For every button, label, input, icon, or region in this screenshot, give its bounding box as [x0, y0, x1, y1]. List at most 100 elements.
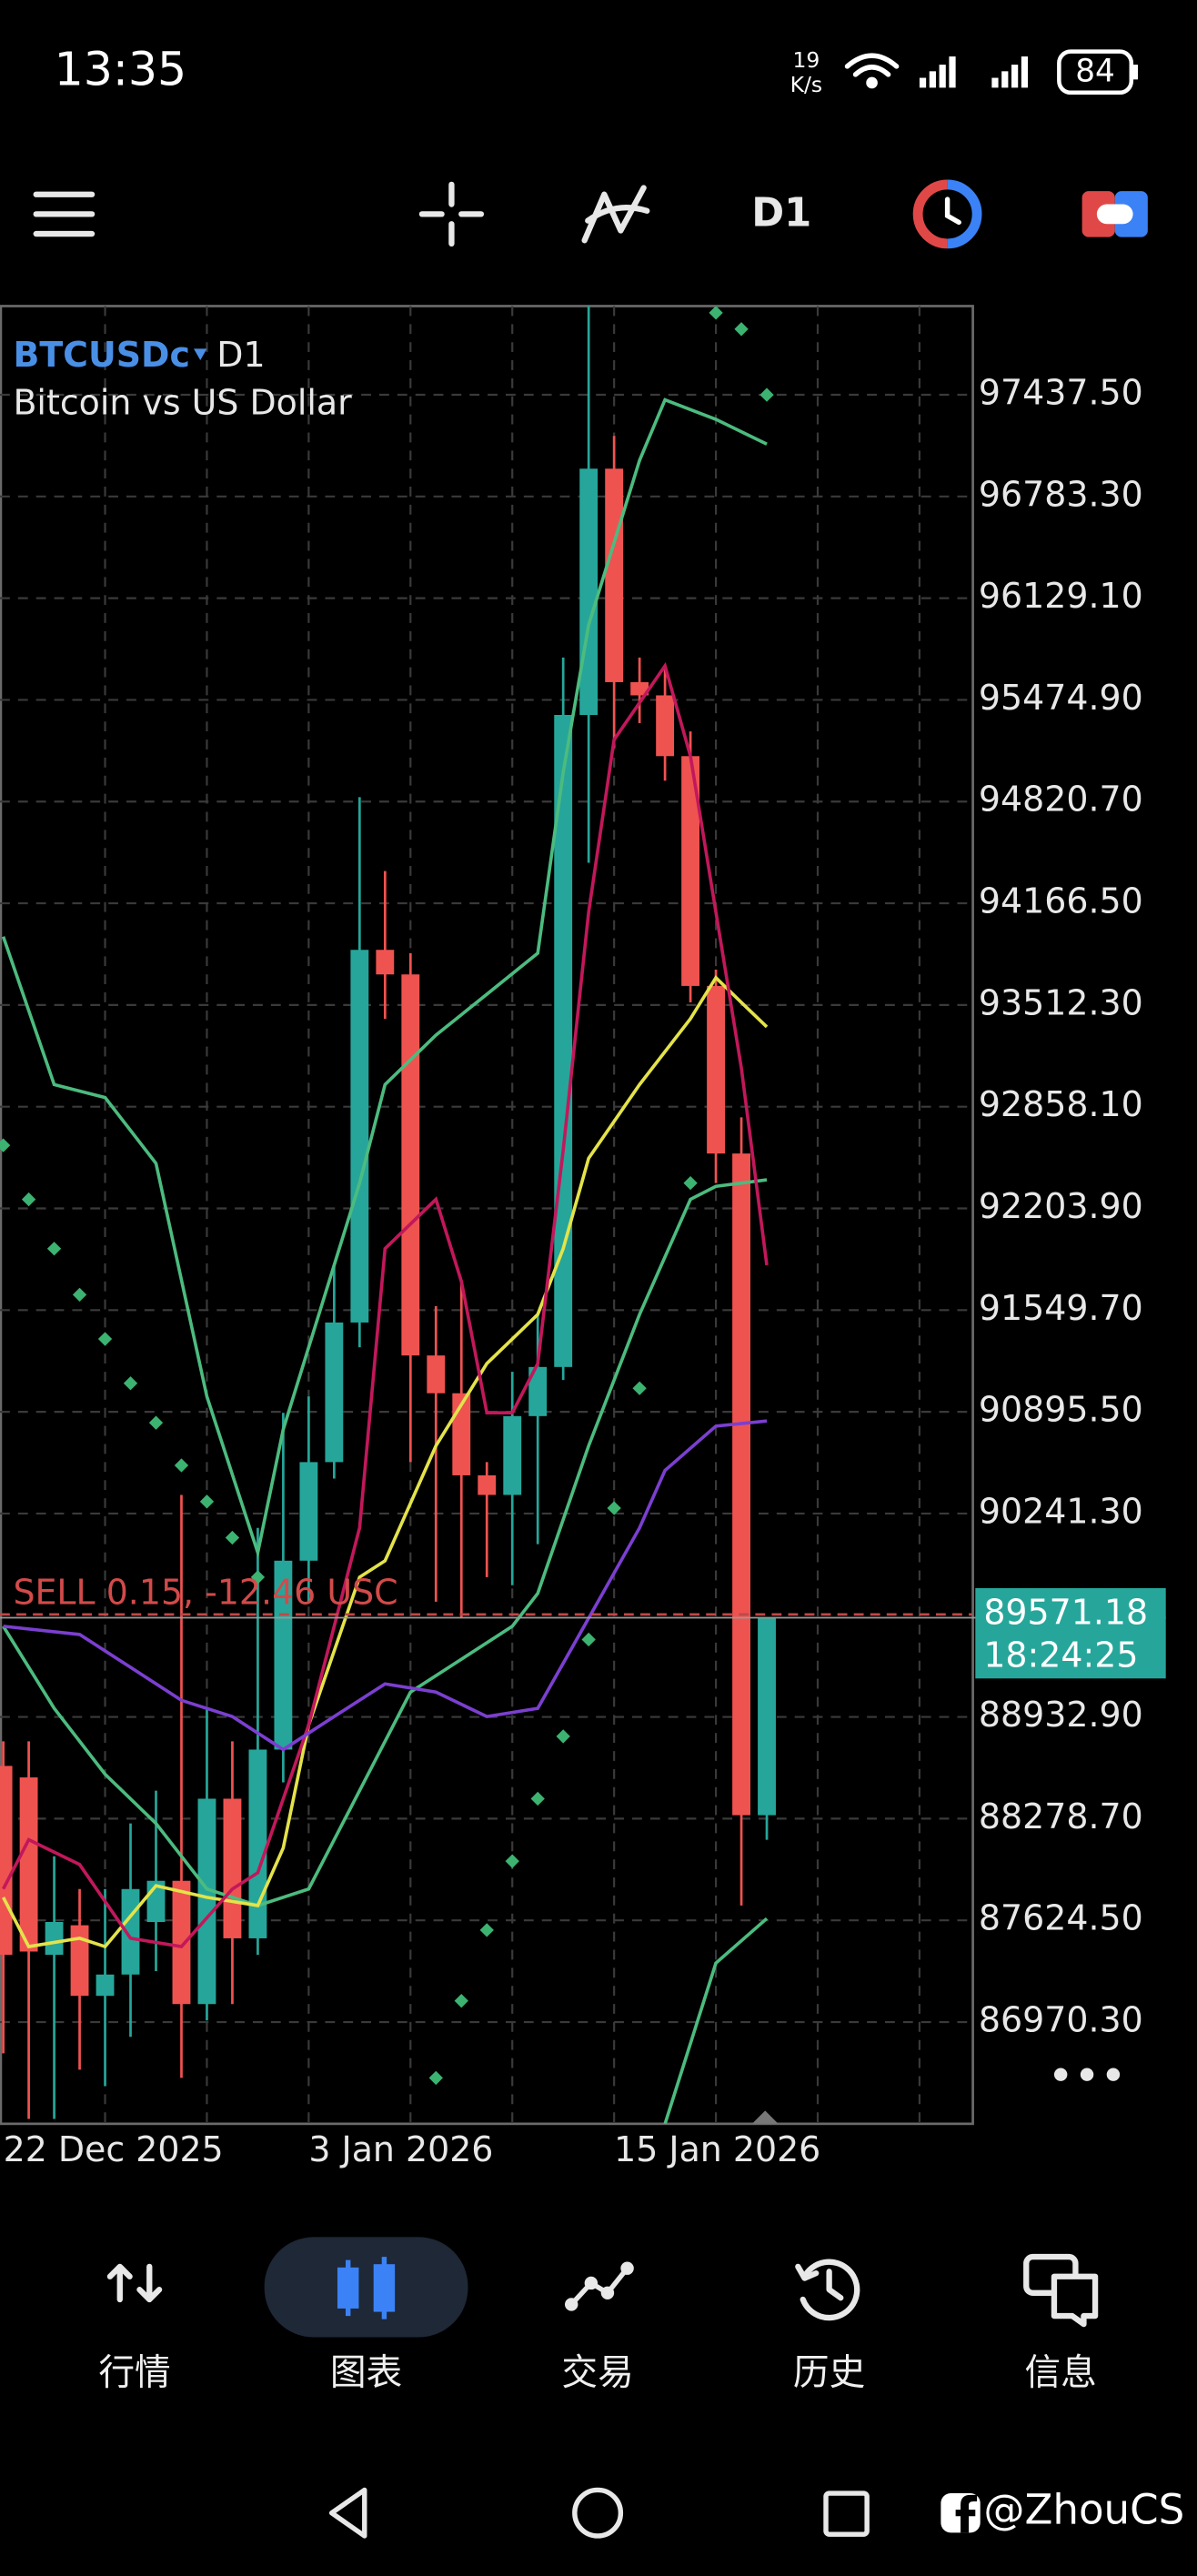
- watermark: @ZhouCS: [983, 2486, 1184, 2534]
- y-tick-label: 86970.30: [979, 2000, 1143, 2040]
- y-tick-label: 94820.70: [979, 780, 1143, 820]
- scroll-marker: [751, 2110, 779, 2124]
- indicator-line: [2, 661, 769, 1949]
- symbol-dropdown-icon[interactable]: [194, 348, 207, 361]
- candle-body: [325, 1322, 344, 1463]
- indicator-line: [1, 397, 768, 1559]
- active-tab-highlight: [264, 2237, 468, 2338]
- y-tick-label: 92858.10: [979, 1084, 1143, 1124]
- candle-body: [0, 1766, 13, 1956]
- y-tick-label: 91549.70: [979, 1288, 1143, 1328]
- candle-body: [223, 1798, 242, 1938]
- candle-body: [172, 1880, 191, 2005]
- sar-dot: [250, 1570, 266, 1585]
- x-tick-label: 22 Dec 2025: [4, 2129, 224, 2169]
- indicators-button[interactable]: [581, 185, 650, 244]
- candle-body: [350, 950, 369, 1323]
- messages-icon: [1023, 2253, 1099, 2328]
- trade-icon: [564, 2261, 634, 2311]
- y-tick-label: 92203.90: [979, 1186, 1143, 1226]
- y-tick-label: 94166.50: [979, 881, 1143, 921]
- candle-body: [579, 468, 598, 715]
- trade-clock-button[interactable]: [912, 179, 982, 249]
- y-tick-label: 96783.30: [979, 474, 1143, 514]
- candle-body: [427, 1355, 446, 1394]
- nav-chart[interactable]: 图表: [330, 2352, 402, 2394]
- y-tick-label: 96129.10: [979, 576, 1143, 616]
- y-tick-label: 88932.90: [979, 1695, 1143, 1735]
- symbol[interactable]: BTCUSDc: [13, 335, 190, 375]
- plot-frame: [0, 305, 974, 2126]
- y-tick-label: 88278.70: [979, 1796, 1143, 1836]
- candle-body: [96, 1974, 115, 1997]
- candle-body: [70, 1925, 89, 1997]
- crosshair-button[interactable]: [418, 181, 485, 247]
- candle-body: [732, 1153, 750, 1816]
- status-time: 13:35: [55, 43, 187, 96]
- nav-trade[interactable]: 交易: [561, 2352, 633, 2394]
- trade-label: SELL 0.15, -12.46 USC: [13, 1573, 397, 1613]
- sar-dot: [428, 2070, 443, 2086]
- history-icon: [795, 2259, 860, 2321]
- nav-quotes[interactable]: 行情: [98, 2352, 170, 2394]
- chart-timeframe: D1: [216, 335, 265, 375]
- candle-body: [681, 756, 700, 986]
- candle-body: [376, 950, 395, 975]
- system-recents[interactable]: [823, 2490, 870, 2537]
- nav-history[interactable]: 历史: [793, 2352, 865, 2394]
- candle-body: [758, 1617, 776, 1816]
- indicator-line: [663, 1917, 769, 2124]
- plot-area: [0, 306, 776, 2124]
- more-button[interactable]: [1053, 2068, 1121, 2081]
- battery-level: 84: [1075, 54, 1115, 90]
- x-tick-label: 15 Jan 2026: [614, 2129, 820, 2169]
- signal-icon: [919, 56, 1029, 88]
- candle-body: [45, 1922, 64, 1956]
- candle-body: [707, 985, 726, 1154]
- bar-countdown: 18:24:25: [983, 1635, 1138, 1675]
- y-tick-label: 97437.50: [979, 372, 1143, 412]
- quotes-icon: [106, 2263, 163, 2303]
- candle-body: [274, 1560, 293, 1750]
- candle-body: [528, 1366, 548, 1416]
- candle-body: [554, 714, 573, 1367]
- candle-body: [248, 1749, 267, 1938]
- candle-body: [656, 695, 675, 757]
- current-price-label: 89571.18: [983, 1592, 1148, 1632]
- system-back[interactable]: [328, 2487, 367, 2539]
- candle-body: [401, 974, 420, 1356]
- candle-body: [605, 468, 624, 682]
- symbol-description: Bitcoin vs US Dollar: [13, 382, 352, 422]
- sar-dot: [734, 322, 749, 337]
- wifi-icon: [844, 53, 900, 89]
- watermark-logo: [940, 2493, 981, 2533]
- candle-body: [299, 1462, 318, 1561]
- nav-messages[interactable]: 信息: [1024, 2352, 1096, 2394]
- x-tick-label: 3 Jan 2026: [308, 2129, 493, 2169]
- one-click-trading-button[interactable]: [1081, 191, 1148, 237]
- battery-outline: [1057, 49, 1134, 96]
- system-home[interactable]: [572, 2487, 624, 2539]
- net-speed: 19: [792, 47, 820, 73]
- candle-body: [503, 1415, 522, 1495]
- candle-body: [197, 1798, 216, 2005]
- y-tick-label: 90895.50: [979, 1390, 1143, 1430]
- indicator-line: [3, 1419, 768, 1752]
- candle-body: [19, 1777, 38, 1952]
- axes: 97437.50 96783.30 96129.10 95474.90 94820.70…: [0, 372, 1166, 2169]
- sar-dot: [479, 1923, 494, 1937]
- y-tick-label: 93512.30: [979, 982, 1143, 1022]
- sar-dot: [581, 1632, 596, 1647]
- y-tick-label: 95474.90: [979, 678, 1143, 718]
- menu-button[interactable]: [33, 191, 96, 237]
- sar-dot: [556, 1729, 570, 1744]
- timeframe-button[interactable]: D1: [751, 191, 811, 236]
- y-tick-label: 87624.50: [979, 1898, 1143, 1938]
- price-label-box: [975, 1587, 1166, 1679]
- indicator-line: [2, 1178, 768, 1907]
- candle-body: [630, 681, 649, 696]
- battery-tip: [1132, 65, 1139, 80]
- net-unit: K/s: [790, 72, 823, 97]
